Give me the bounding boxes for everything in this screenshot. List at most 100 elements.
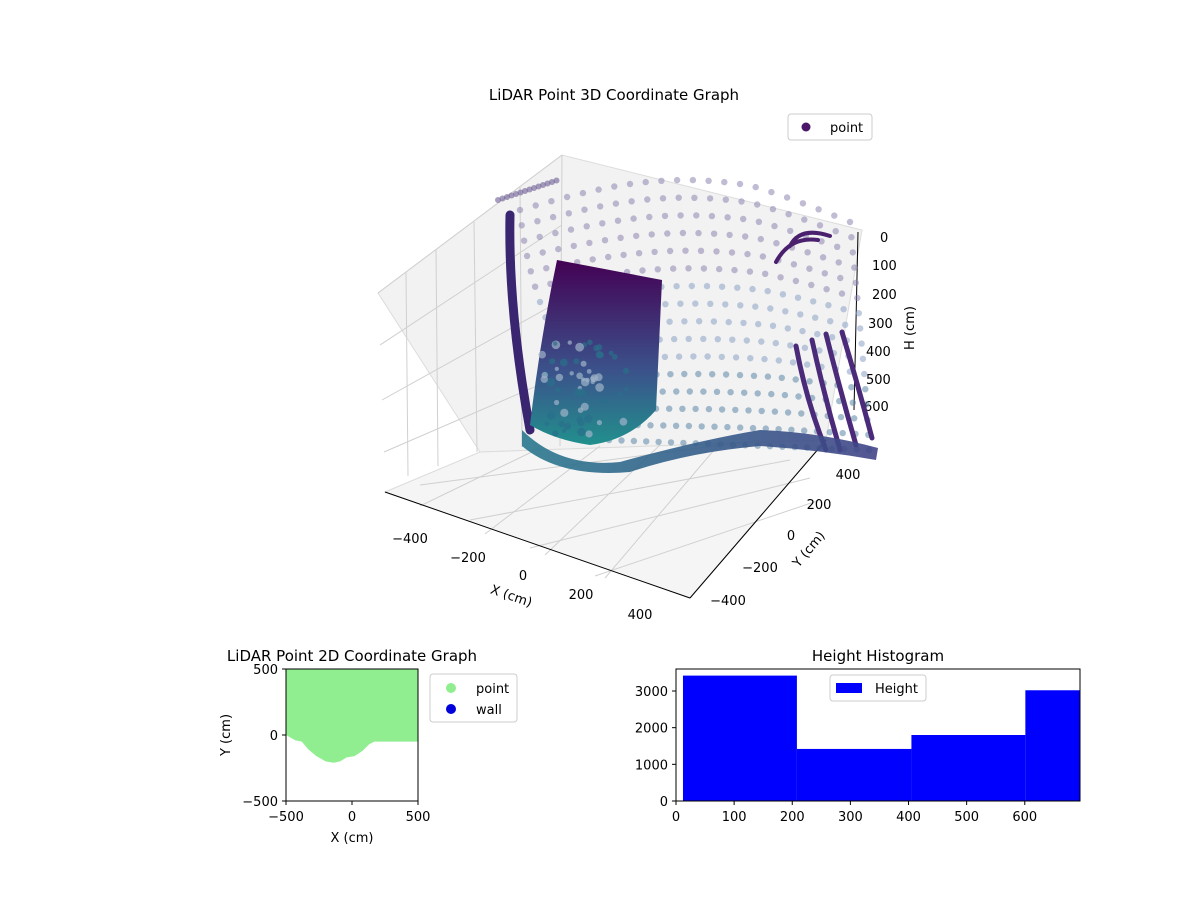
cloud-dot (794, 294, 802, 301)
z3d-tick-label: 600 (864, 400, 889, 415)
wall-texture-dot (549, 358, 556, 365)
cloud-dot (779, 291, 787, 298)
cloud-dot (700, 265, 708, 272)
cloud-dot (745, 407, 752, 414)
wall-texture-dot (618, 391, 623, 397)
chart-3d-x-axis (384, 491, 691, 599)
cloud-dot (862, 386, 869, 393)
cloud-dot (708, 212, 716, 220)
cloud-dot (806, 265, 813, 272)
cloud-dot (680, 439, 687, 447)
cloud-dot (737, 424, 744, 431)
cloud-dot (764, 373, 772, 380)
point-cloud-right-curtains (505, 210, 875, 453)
cloud-dot (828, 334, 836, 341)
cloud-dot (801, 344, 809, 351)
cloud-dot (814, 330, 821, 338)
cloud-dot (837, 413, 845, 421)
wall-texture-dot (559, 358, 568, 367)
cloud-dot (661, 353, 669, 361)
cloud-dot (523, 252, 531, 260)
cloud-dot (775, 426, 782, 433)
cloud-dot (685, 335, 692, 343)
cloud-dot (648, 231, 655, 238)
cloud-dot (808, 281, 815, 289)
y3d-tick-label: 400 (836, 468, 861, 483)
cloud-dot (781, 391, 789, 399)
wall-texture-dot (544, 421, 550, 426)
cloud-dot (716, 265, 723, 273)
chart-3d-xlabel: X (cm) (488, 583, 534, 611)
cloud-dot (647, 422, 654, 429)
cloud-dot (681, 370, 688, 378)
cloud-dot (855, 310, 862, 317)
cloud-dot (726, 231, 733, 239)
cloud-dot (840, 306, 847, 313)
wall-texture-dot (622, 367, 630, 374)
y3d-tick-label: −200 (742, 561, 778, 576)
histogram-bar (796, 748, 912, 801)
y2d-tick-label: 500 (253, 663, 278, 678)
cloud-dot (769, 205, 777, 213)
z3d-tick-label: 100 (872, 259, 897, 274)
cloud-dot (789, 359, 797, 366)
height-histogram: Height Histogram 0 100 200 300 400 500 600 0 10… (635, 647, 1081, 825)
cloud-dot (812, 314, 819, 321)
cloud-dot (792, 376, 799, 383)
cloud-dot (567, 226, 575, 233)
cloud-dot (755, 218, 763, 225)
cloud-dot (695, 229, 702, 237)
cloud-dot (778, 374, 785, 381)
cloud-dot (660, 422, 667, 429)
z3d-tick-label: 0 (880, 231, 888, 246)
cloud-dot (772, 339, 779, 347)
cloud-dot (630, 215, 637, 222)
cloud-dot (679, 229, 687, 237)
wall-texture-dot (538, 350, 546, 359)
y-tick-label: 3000 (635, 685, 668, 700)
cloud-dot (595, 186, 602, 193)
y2d-tick-label: 0 (270, 729, 278, 744)
chart-3d-y-axis (689, 439, 827, 599)
cloud-dot (758, 407, 765, 415)
cloud-dot (823, 286, 830, 293)
cloud-dot (718, 353, 725, 361)
cloud-dot (752, 303, 759, 310)
cloud-dot (710, 230, 718, 237)
legend-point-label: point (830, 121, 863, 136)
cloud-dot (549, 213, 557, 221)
cloud-dot (838, 290, 846, 297)
legend-height-label: Height (875, 682, 918, 697)
cloud-dot (706, 195, 714, 202)
wall-texture-dot (573, 358, 580, 365)
x2d-tick-label: 500 (406, 810, 431, 825)
cloud-dot (635, 250, 643, 257)
cloud-dot (666, 247, 674, 255)
cloud-dot (738, 198, 745, 205)
cloud-dot (696, 318, 703, 325)
chart-2d-xlabel: X (cm) (331, 831, 374, 846)
wall-texture-dot (590, 379, 595, 385)
cloud-dot (539, 249, 546, 256)
cloud-dot (686, 388, 693, 395)
cloud-dot (790, 261, 798, 268)
histogram-bar (1025, 690, 1080, 801)
cloud-dot (784, 409, 792, 416)
cloud-dot (806, 378, 813, 385)
cloud-dot (700, 388, 707, 395)
cloud-dot (858, 340, 865, 347)
cloud-dot (714, 336, 721, 343)
cloud-dot (630, 437, 638, 445)
cloud-dot (659, 195, 667, 202)
cloud-dot (759, 253, 767, 260)
cloud-dot (646, 213, 653, 221)
wall-texture-dot (558, 420, 565, 428)
cloud-dot (548, 198, 555, 205)
cloud-dot (804, 361, 811, 368)
x3d-tick-label: −400 (392, 532, 428, 547)
cloud-dot (725, 318, 732, 326)
cloud-dot (792, 277, 800, 285)
cloud-dot (718, 283, 726, 290)
chart-3d-y-ticks: 400 200 0 −200 −400 (710, 468, 860, 609)
cloud-dot (662, 301, 669, 308)
